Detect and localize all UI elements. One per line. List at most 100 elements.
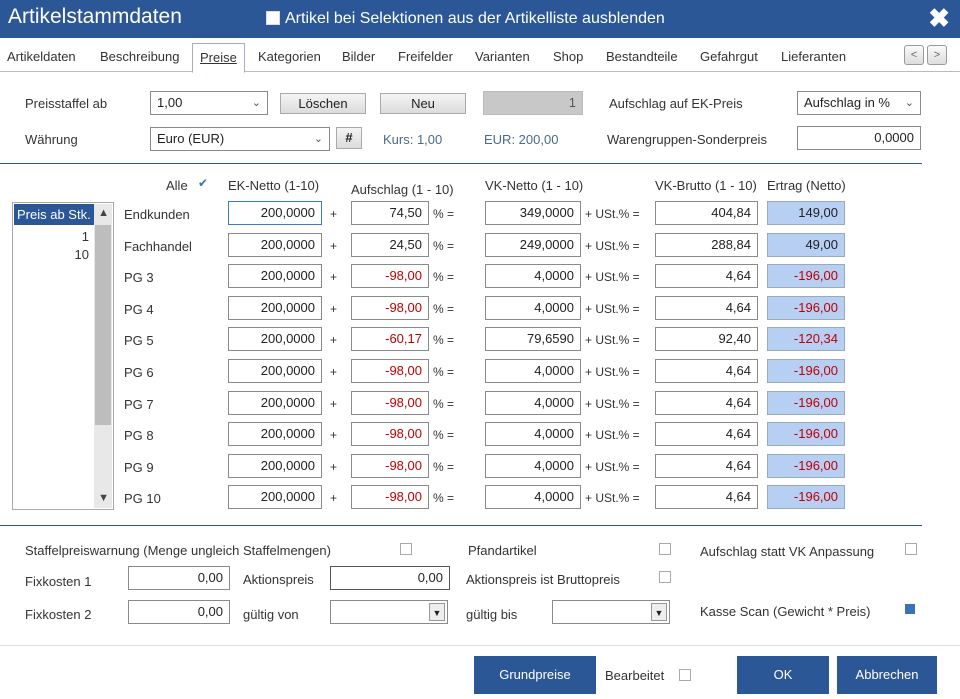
dropdown-arrow-icon[interactable]: ▼ (651, 603, 667, 621)
percent-equals: % = (433, 365, 455, 379)
tab-prev-icon[interactable]: < (904, 45, 924, 65)
kasse-scan-checkbox[interactable] (905, 604, 915, 614)
sonderpreis-field[interactable]: 0,0000 (797, 126, 921, 150)
hide-in-selection-checkbox[interactable] (266, 11, 280, 25)
staffelpreiswarnung-checkbox[interactable] (400, 543, 412, 555)
aufschlag-statt-vk-checkbox[interactable] (905, 543, 917, 555)
vk-brutto-field[interactable]: 4,64 (655, 391, 758, 415)
aktionspreis-brutto-label: Aktionspreis ist Bruttopreis (466, 572, 620, 587)
vk-brutto-field[interactable]: 4,64 (655, 359, 758, 383)
alle-checkbox[interactable]: ✔ (198, 176, 209, 190)
bearbeitet-checkbox[interactable] (679, 669, 691, 681)
tab-preise[interactable]: Preise (192, 43, 245, 73)
ek-netto-field[interactable]: 200,0000 (228, 233, 322, 257)
aufschlag-mode-select[interactable]: Aufschlag in % ⌄ (797, 91, 921, 115)
list-item[interactable]: 1 (81, 229, 89, 244)
row-label: PG 9 (124, 460, 154, 475)
vk-netto-field[interactable]: 4,0000 (485, 296, 581, 320)
tab-kategorien[interactable]: Kategorien (258, 49, 321, 64)
ek-netto-field[interactable]: 200,0000 (228, 359, 322, 383)
aufschlag-field[interactable]: -98,00 (351, 485, 429, 509)
staffel-list[interactable]: Preis ab Stk. 1 10 ▲ ▼ (12, 202, 114, 510)
ek-netto-field[interactable]: 200,0000 (228, 391, 322, 415)
vk-netto-field[interactable]: 4,0000 (485, 359, 581, 383)
vk-netto-field[interactable]: 4,0000 (485, 454, 581, 478)
waehrung-select[interactable]: Euro (EUR) ⌄ (150, 127, 330, 151)
gueltig-von-select[interactable]: ▼ (330, 600, 448, 624)
abbrechen-button[interactable]: Abbrechen (837, 656, 937, 694)
vk-brutto-field[interactable]: 4,64 (655, 485, 758, 509)
tab-bilder[interactable]: Bilder (342, 49, 376, 64)
scroll-down-icon[interactable]: ▼ (98, 492, 109, 504)
dropdown-arrow-icon[interactable]: ▼ (429, 603, 445, 621)
ok-button[interactable]: OK (737, 656, 829, 694)
aufschlag-field[interactable]: -98,00 (351, 422, 429, 446)
vk-netto-field[interactable]: 4,0000 (485, 485, 581, 509)
vk-brutto-field[interactable]: 4,64 (655, 296, 758, 320)
aufschlag-field[interactable]: -98,00 (351, 454, 429, 478)
ek-netto-field[interactable]: 200,0000 (228, 454, 322, 478)
percent-equals: % = (433, 239, 455, 253)
ek-netto-field[interactable]: 200,0000 (228, 485, 322, 509)
aufschlag-ek-label: Aufschlag auf EK-Preis (609, 96, 743, 111)
list-item[interactable]: 10 (74, 247, 89, 262)
staffelpreiswarnung-label: Staffelpreiswarnung (Menge ungleich Staf… (25, 543, 331, 558)
row-label: PG 6 (124, 365, 154, 380)
vk-netto-field[interactable]: 79,6590 (485, 327, 581, 351)
preisstaffel-value: 1,00 (157, 95, 183, 110)
fixkosten2-field[interactable]: 0,00 (128, 600, 230, 624)
vk-brutto-field[interactable]: 288,84 (655, 233, 758, 257)
gueltig-bis-select[interactable]: ▼ (552, 600, 670, 624)
header-ek-netto: EK-Netto (1-10) (228, 178, 320, 193)
tab-beschreibung[interactable]: Beschreibung (100, 49, 180, 64)
tab-gefahrgut[interactable]: Gefahrgut (700, 49, 758, 64)
vk-netto-field[interactable]: 4,0000 (485, 422, 581, 446)
tab-freifelder[interactable]: Freifelder (398, 49, 453, 64)
neu-button[interactable]: Neu (380, 93, 466, 114)
vk-brutto-field[interactable]: 4,64 (655, 264, 758, 288)
grundpreise-button[interactable]: Grundpreise (474, 656, 596, 694)
ust-equals: + USt.% = (585, 239, 640, 253)
vk-brutto-field[interactable]: 92,40 (655, 327, 758, 351)
vk-brutto-field[interactable]: 4,64 (655, 422, 758, 446)
aktionspreis-brutto-checkbox[interactable] (659, 571, 671, 583)
vk-netto-field[interactable]: 349,0000 (485, 201, 581, 225)
aufschlag-field[interactable]: -98,00 (351, 359, 429, 383)
vk-brutto-field[interactable]: 404,84 (655, 201, 758, 225)
tab-lieferanten[interactable]: Lieferanten (781, 49, 847, 64)
aufschlag-field[interactable]: 24,50 (351, 233, 429, 257)
ertrag-field: -196,00 (767, 422, 845, 446)
tab-next-icon[interactable]: > (927, 45, 947, 65)
ek-netto-field[interactable]: 200,0000 (228, 201, 322, 225)
ek-netto-field[interactable]: 200,0000 (228, 296, 322, 320)
ek-netto-field[interactable]: 200,0000 (228, 422, 322, 446)
aufschlag-field[interactable]: 74,50 (351, 201, 429, 225)
scrollbar-thumb[interactable] (95, 225, 111, 425)
aktionspreis-field[interactable]: 0,00 (330, 566, 450, 590)
vk-netto-field[interactable]: 249,0000 (485, 233, 581, 257)
aufschlag-field[interactable]: -98,00 (351, 296, 429, 320)
aufschlag-field[interactable]: -98,00 (351, 391, 429, 415)
preisstaffel-select[interactable]: 1,00 ⌄ (150, 91, 268, 115)
percent-equals: % = (433, 460, 455, 474)
tab-artikeldaten[interactable]: Artikeldaten (7, 49, 76, 64)
ust-equals: + USt.% = (585, 207, 640, 221)
tab-shop[interactable]: Shop (553, 49, 584, 64)
aufschlag-field[interactable]: -98,00 (351, 264, 429, 288)
aufschlag-field[interactable]: -60,17 (351, 327, 429, 351)
close-icon[interactable]: ✖ (928, 3, 950, 33)
tab-varianten[interactable]: Varianten (475, 49, 530, 64)
ek-netto-field[interactable]: 200,0000 (228, 327, 322, 351)
fixkosten1-label: Fixkosten 1 (25, 574, 92, 589)
loeschen-button[interactable]: Löschen (280, 93, 366, 114)
scroll-up-icon[interactable]: ▲ (98, 207, 109, 219)
fixkosten1-field[interactable]: 0,00 (128, 566, 230, 590)
vk-brutto-field[interactable]: 4,64 (655, 454, 758, 478)
ek-netto-field[interactable]: 200,0000 (228, 264, 322, 288)
hash-button[interactable]: # (336, 127, 362, 149)
vk-netto-field[interactable]: 4,0000 (485, 391, 581, 415)
vk-netto-field[interactable]: 4,0000 (485, 264, 581, 288)
tab-bestandteile[interactable]: Bestandteile (606, 49, 678, 64)
bearbeitet-label: Bearbeitet (605, 668, 665, 683)
pfandartikel-checkbox[interactable] (659, 543, 671, 555)
